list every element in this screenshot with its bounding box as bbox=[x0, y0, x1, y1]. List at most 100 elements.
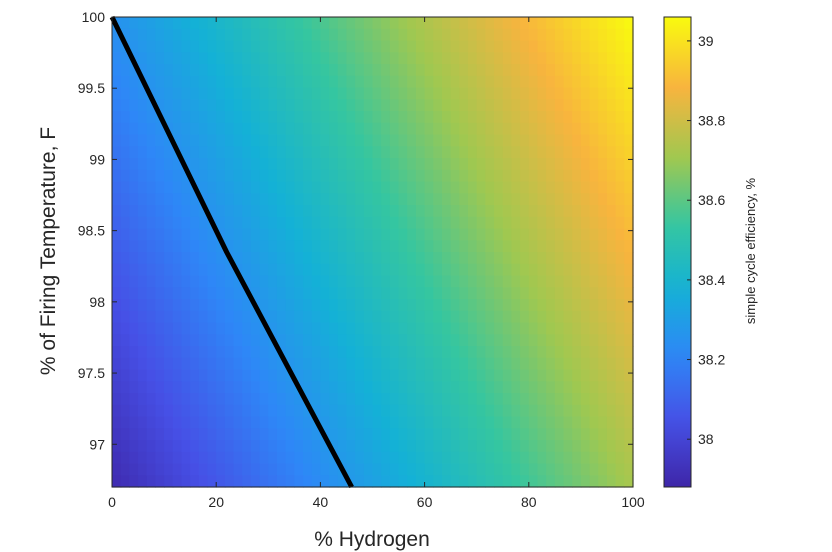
heatmap-cell bbox=[320, 287, 330, 300]
heatmap-cell bbox=[441, 111, 452, 124]
heatmap-cell bbox=[311, 369, 321, 382]
heatmap-cell bbox=[563, 228, 573, 241]
heatmap-cell bbox=[546, 228, 556, 241]
heatmap-cell bbox=[372, 381, 382, 394]
heatmap-cell bbox=[303, 99, 313, 112]
heatmap-cell bbox=[598, 404, 608, 418]
heatmap-cell bbox=[502, 287, 513, 300]
heatmap-cell bbox=[337, 228, 348, 241]
heatmap-cell bbox=[450, 158, 460, 171]
heatmap-cell bbox=[589, 193, 599, 206]
heatmap-cell bbox=[589, 252, 599, 265]
heatmap-cell bbox=[303, 87, 313, 100]
heatmap-cell bbox=[389, 28, 400, 42]
heatmap-cell bbox=[198, 64, 209, 77]
heatmap-cell bbox=[476, 463, 486, 476]
heatmap-cell bbox=[155, 381, 165, 394]
heatmap-cell bbox=[311, 64, 321, 77]
heatmap-cell bbox=[146, 40, 157, 53]
heatmap-cell bbox=[207, 334, 217, 347]
heatmap-cell bbox=[346, 181, 356, 194]
heatmap-cell bbox=[242, 169, 252, 183]
heatmap-cell bbox=[224, 404, 235, 418]
heatmap-cell bbox=[485, 64, 495, 77]
heatmap-cell bbox=[554, 193, 565, 206]
heatmap-cell bbox=[450, 146, 460, 159]
heatmap-cell bbox=[407, 287, 417, 300]
heatmap-cell bbox=[329, 28, 339, 42]
heatmap-cell bbox=[129, 216, 139, 230]
heatmap-cell bbox=[138, 404, 148, 418]
heatmap-cell bbox=[190, 158, 200, 171]
heatmap-cell bbox=[615, 28, 625, 42]
heatmap-cell bbox=[120, 75, 130, 89]
heatmap-cell bbox=[181, 111, 191, 124]
heatmap-cell bbox=[172, 287, 183, 300]
heatmap-cell bbox=[415, 122, 426, 136]
heatmap-cell bbox=[207, 404, 217, 418]
heatmap-cell bbox=[381, 181, 391, 194]
heatmap-cell bbox=[459, 275, 469, 288]
heatmap-cell bbox=[624, 404, 634, 418]
heatmap-cell bbox=[606, 146, 617, 159]
colorbar-tick-label: 38 bbox=[698, 431, 714, 447]
heatmap-cell bbox=[407, 75, 417, 89]
heatmap-cell bbox=[303, 357, 313, 371]
heatmap-cell bbox=[259, 17, 269, 30]
heatmap-cell bbox=[546, 64, 556, 77]
heatmap-cell bbox=[259, 428, 269, 441]
heatmap-cell bbox=[554, 216, 565, 230]
heatmap-cell bbox=[441, 428, 452, 441]
heatmap-cell bbox=[146, 369, 157, 382]
heatmap-cell bbox=[615, 146, 625, 159]
heatmap-cell bbox=[580, 64, 591, 77]
heatmap-cell bbox=[112, 216, 122, 230]
heatmap-cell bbox=[563, 381, 573, 394]
heatmap-cell bbox=[355, 322, 365, 335]
heatmap-cell bbox=[207, 451, 217, 465]
heatmap-cell bbox=[172, 181, 183, 194]
heatmap-cell bbox=[381, 416, 391, 429]
heatmap-cell bbox=[554, 28, 565, 42]
heatmap-cell bbox=[337, 310, 348, 324]
heatmap-cell bbox=[572, 52, 582, 65]
heatmap-cell bbox=[198, 440, 209, 453]
heatmap-cell bbox=[598, 381, 608, 394]
heatmap-cell bbox=[259, 310, 269, 324]
heatmap-cell bbox=[407, 252, 417, 265]
heatmap-cell bbox=[433, 205, 443, 218]
heatmap-cell bbox=[355, 17, 365, 30]
heatmap-cell bbox=[563, 451, 573, 465]
heatmap-cell bbox=[433, 334, 443, 347]
heatmap-cell bbox=[381, 310, 391, 324]
heatmap-cell bbox=[424, 64, 434, 77]
heatmap-cell bbox=[589, 28, 599, 42]
heatmap-cell bbox=[311, 193, 321, 206]
heatmap-cell bbox=[433, 475, 443, 488]
heatmap-cell bbox=[563, 158, 573, 171]
heatmap-cell bbox=[485, 134, 495, 147]
heatmap-cell bbox=[450, 393, 460, 406]
heatmap-cell bbox=[407, 322, 417, 335]
heatmap-cell bbox=[554, 393, 565, 406]
heatmap-cell bbox=[355, 393, 365, 406]
heatmap-cell bbox=[598, 240, 608, 253]
heatmap-cell bbox=[164, 75, 174, 89]
heatmap-cell bbox=[363, 111, 374, 124]
heatmap-cell bbox=[164, 146, 174, 159]
heatmap-cell bbox=[572, 181, 582, 194]
heatmap-cell bbox=[606, 357, 617, 371]
heatmap-cell bbox=[476, 416, 486, 429]
heatmap-cell bbox=[311, 275, 321, 288]
heatmap-cell bbox=[398, 99, 408, 112]
heatmap-cell bbox=[242, 334, 252, 347]
heatmap-cell bbox=[563, 240, 573, 253]
heatmap-cell bbox=[441, 275, 452, 288]
heatmap-cell bbox=[164, 158, 174, 171]
heatmap-cell bbox=[598, 75, 608, 89]
heatmap-cell bbox=[580, 334, 591, 347]
heatmap-cell bbox=[216, 451, 226, 465]
heatmap-cell bbox=[389, 64, 400, 77]
heatmap-cell bbox=[216, 158, 226, 171]
heatmap-cell bbox=[563, 193, 573, 206]
